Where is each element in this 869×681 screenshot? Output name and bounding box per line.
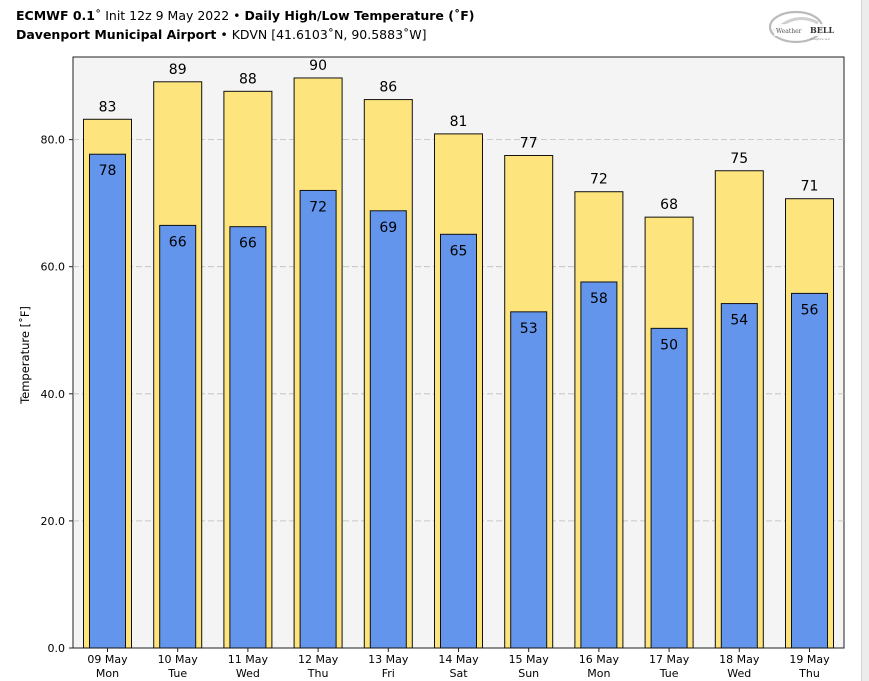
high-value-label: 77	[520, 136, 538, 152]
x-tick-date: 12 May	[298, 653, 339, 666]
low-bar	[440, 233, 477, 649]
svg-text:Analytics LLC: Analytics LLC	[810, 37, 830, 41]
x-tick-date: 18 May	[719, 653, 760, 666]
x-tick-weekday: Sun	[518, 667, 539, 680]
svg-text:Weather: Weather	[776, 28, 802, 35]
high-value-label: 86	[379, 80, 397, 96]
station-name: Davenport Municipal Airport	[16, 27, 217, 42]
y-tick-label: 20.0	[41, 515, 66, 528]
x-tick-date: 11 May	[228, 653, 269, 666]
x-tick-weekday: Tue	[167, 667, 187, 680]
header-line-1: ECMWF 0.1˚ Init 12z 9 May 2022 • Daily H…	[16, 6, 474, 25]
bars	[83, 77, 834, 649]
low-value-label: 69	[379, 220, 397, 236]
x-tick-date: 13 May	[368, 653, 409, 666]
svg-text:BELL: BELL	[810, 25, 834, 35]
x-tick-date: 14 May	[438, 653, 479, 666]
x-tick-weekday: Sat	[449, 667, 468, 680]
x-tick-date: 19 May	[789, 653, 830, 666]
value-labels: 83 78 89 66 88 66 90 72 86 69 81 65 77 53 72 58 68 50 75 54…	[99, 58, 819, 353]
x-tick-weekday: Thu	[798, 667, 820, 680]
low-value-label: 54	[730, 313, 748, 329]
low-value-label: 72	[309, 199, 327, 215]
y-axis: 0.0 20.0 40.0 60.0 80.0	[41, 134, 73, 655]
low-bar	[510, 311, 548, 649]
low-bar	[159, 224, 197, 649]
x-tick-date: 15 May	[509, 653, 550, 666]
high-value-label: 83	[99, 99, 117, 115]
y-tick-label: 80.0	[41, 134, 66, 147]
high-value-label: 71	[801, 179, 819, 195]
low-value-label: 58	[590, 291, 608, 307]
model-name: ECMWF 0.1	[16, 8, 95, 23]
separator: •	[216, 27, 232, 42]
x-tick-weekday: Mon	[587, 667, 610, 680]
low-bar	[229, 226, 267, 649]
high-value-label: 68	[660, 197, 678, 213]
low-value-label: 78	[99, 163, 117, 179]
y-axis-label: Temperature [˚F]	[17, 306, 32, 405]
low-bar	[650, 327, 688, 649]
low-bar	[580, 281, 618, 649]
low-bar	[791, 292, 828, 649]
weatherbell-logo: Weather BELL Analytics LLC	[768, 10, 844, 44]
x-tick-date: 09 May	[87, 653, 128, 666]
y-tick-label: 60.0	[41, 261, 66, 274]
chart-title: Daily High/Low Temperature (˚F)	[244, 8, 475, 23]
x-tick-date: 10 May	[158, 653, 199, 666]
high-value-label: 89	[169, 62, 187, 78]
high-value-label: 90	[309, 58, 327, 74]
low-bar	[299, 189, 337, 649]
x-tick-weekday: Wed	[727, 667, 751, 680]
x-tick-weekday: Wed	[236, 667, 260, 680]
chart-header: ECMWF 0.1˚ Init 12z 9 May 2022 • Daily H…	[16, 6, 474, 44]
low-bar	[720, 303, 758, 649]
low-value-label: 65	[450, 243, 468, 259]
x-tick-weekday: Thu	[307, 667, 329, 680]
high-value-label: 88	[239, 71, 257, 87]
low-bar	[369, 210, 407, 649]
high-value-label: 72	[590, 172, 608, 188]
low-value-label: 56	[801, 302, 819, 318]
station-coords: KDVN [41.6103˚N, 90.5883˚W]	[231, 27, 427, 42]
x-tick-weekday: Fri	[382, 667, 395, 680]
x-tick-date: 17 May	[649, 653, 690, 666]
separator: •	[229, 8, 245, 23]
init-time: ˚ Init 12z 9 May 2022	[94, 8, 230, 23]
high-value-label: 81	[450, 114, 468, 130]
y-tick-label: 40.0	[41, 388, 66, 401]
scrollbar[interactable]	[861, 0, 869, 681]
low-value-label: 66	[169, 234, 187, 250]
low-bar	[89, 153, 126, 649]
x-tick-weekday: Tue	[659, 667, 679, 680]
low-value-label: 50	[660, 337, 678, 353]
x-tick-date: 16 May	[579, 653, 620, 666]
y-tick-label: 0.0	[48, 642, 66, 655]
high-value-label: 75	[730, 151, 748, 167]
low-value-label: 66	[239, 236, 257, 252]
low-value-label: 53	[520, 321, 538, 337]
header-line-2: Davenport Municipal Airport • KDVN [41.6…	[16, 25, 474, 44]
x-tick-weekday: Mon	[96, 667, 119, 680]
